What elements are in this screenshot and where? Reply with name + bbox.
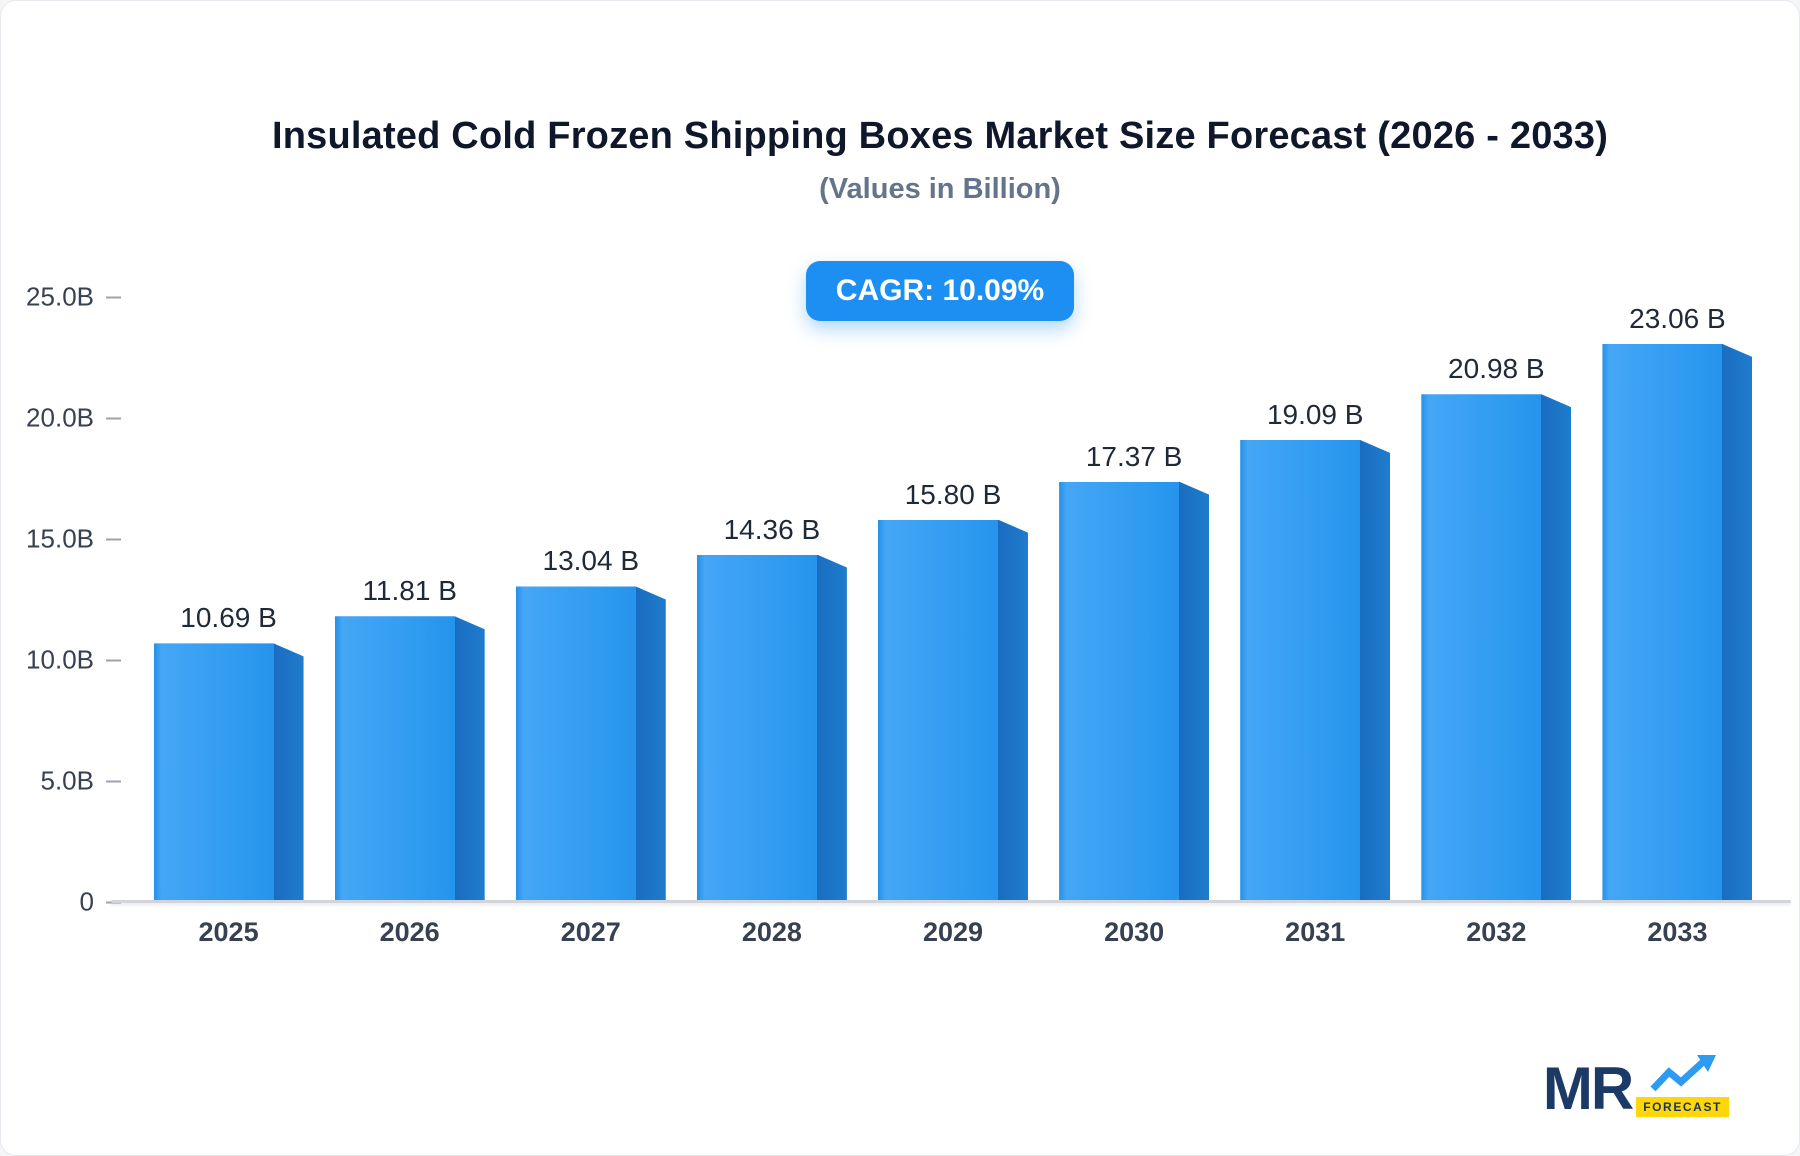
bar-2029 bbox=[877, 519, 1028, 902]
y-axis-tick-label: 5.0B bbox=[40, 765, 95, 796]
y-axis-tick-mark bbox=[106, 417, 121, 419]
bar-group-2029: 15.80 B bbox=[862, 297, 1043, 902]
y-axis-tick: 5.0B bbox=[40, 765, 121, 797]
y-axis-tick-label: 15.0B bbox=[26, 523, 94, 554]
y-axis-tick: 15.0B bbox=[26, 524, 121, 555]
bar-group-2031: 19.09 B bbox=[1225, 297, 1406, 902]
y-axis: 25.0B 20.0B 15.0B 10.0B 5.0B 0 bbox=[1, 282, 121, 917]
bar-2032 bbox=[1421, 394, 1572, 902]
logo-forecast-label: FORECAST bbox=[1636, 1097, 1729, 1117]
bar-value-label: 14.36 B bbox=[723, 513, 821, 545]
logo-right: FORECAST bbox=[1636, 1053, 1729, 1117]
x-axis-label-2033: 2033 bbox=[1647, 917, 1708, 947]
y-axis-tick-mark bbox=[106, 780, 121, 782]
y-axis-tick-label: 0 bbox=[79, 886, 94, 917]
trend-arrow-icon bbox=[1650, 1055, 1716, 1092]
x-axis-label-2030: 2030 bbox=[1104, 917, 1165, 947]
bar-group-2032: 20.98 B bbox=[1406, 297, 1587, 902]
y-axis-tick-mark bbox=[106, 659, 121, 661]
bar-value-label: 13.04 B bbox=[542, 545, 640, 577]
x-axis-label-2032: 2032 bbox=[1466, 917, 1527, 947]
y-axis-tick: 10.0B bbox=[26, 645, 121, 676]
bar-2028 bbox=[696, 554, 847, 902]
bar-2030 bbox=[1059, 481, 1210, 902]
bar-2026 bbox=[334, 616, 485, 902]
x-axis-label-2028: 2028 bbox=[741, 917, 802, 947]
bar-value-label: 19.09 B bbox=[1266, 399, 1364, 431]
x-axis-label-2029: 2029 bbox=[922, 917, 984, 947]
bar-2031 bbox=[1240, 440, 1391, 902]
bar-2027 bbox=[515, 586, 666, 902]
bar-group-2025: 10.69 B bbox=[138, 297, 319, 902]
x-axis-label-2027: 2027 bbox=[560, 917, 621, 947]
y-axis-tick-label: 25.0B bbox=[26, 281, 94, 312]
x-axis-line bbox=[111, 900, 1791, 903]
brand-logo: MR FORECAST bbox=[1542, 1053, 1729, 1122]
bar-group-2027: 13.04 B bbox=[500, 297, 681, 902]
y-axis-tick: 20.0B bbox=[26, 403, 121, 434]
bar-value-label: 11.81 B bbox=[362, 575, 457, 607]
x-axis-label-2026: 2026 bbox=[379, 917, 440, 947]
bar-value-label: 23.06 B bbox=[1629, 302, 1726, 334]
y-axis-tick-mark bbox=[106, 538, 121, 540]
bar-value-label: 15.80 B bbox=[904, 478, 1002, 510]
bar-value-label: 20.98 B bbox=[1448, 353, 1545, 385]
bar-value-label: 17.37 B bbox=[1085, 440, 1183, 472]
x-axis-labels: 2025 2026 2027 2028 2029 2030 2031 2032 2033 bbox=[138, 917, 1768, 948]
bar-group-2030: 17.37 B bbox=[1044, 297, 1225, 902]
y-axis-tick: 25.0B bbox=[26, 282, 121, 313]
x-axis-label-2025: 2025 bbox=[198, 917, 259, 947]
y-axis-tick-label: 10.0B bbox=[26, 644, 94, 675]
bar-value-label: 10.69 B bbox=[180, 602, 277, 634]
bar-2033 bbox=[1602, 343, 1753, 902]
bar-group-2026: 11.81 B bbox=[319, 297, 500, 902]
y-axis-tick-mark bbox=[106, 296, 121, 298]
chart-title: Insulated Cold Frozen Shipping Boxes Mar… bbox=[271, 115, 1609, 157]
x-axis-label-2031: 2031 bbox=[1285, 917, 1346, 947]
bar-group-2033: 23.06 B bbox=[1587, 297, 1768, 902]
bar-2025 bbox=[153, 643, 304, 902]
chart-subtitle: (Values in Billion) bbox=[819, 173, 1061, 205]
logo-text: MR bbox=[1542, 1055, 1634, 1122]
plot-area: 10.69 B 11.81 B 13.04 B 14.36 B 15.80 B 17.37… bbox=[138, 297, 1768, 902]
bar-group-2028: 14.36 B bbox=[681, 297, 862, 902]
y-axis-tick-label: 20.0B bbox=[26, 402, 94, 433]
